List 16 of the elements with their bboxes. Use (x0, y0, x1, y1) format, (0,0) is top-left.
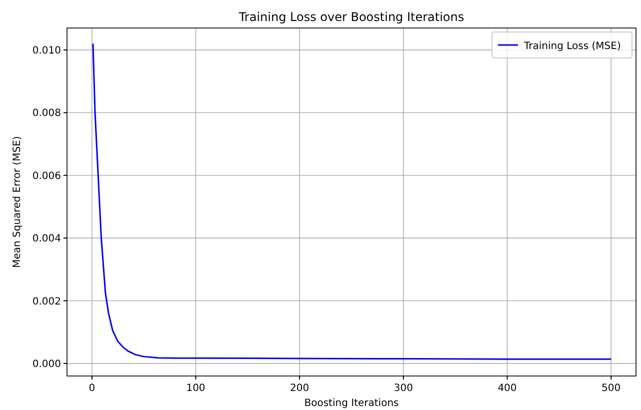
x-tick-label: 500 (602, 383, 621, 394)
y-axis-title: Mean Squared Error (MSE) (12, 136, 23, 268)
y-tick-label: 0.010 (32, 45, 61, 56)
x-tick-label: 300 (394, 383, 413, 394)
x-tick-label: 100 (186, 383, 206, 394)
y-tick-label: 0.004 (32, 234, 61, 245)
legend-label: Training Loss (MSE) (523, 41, 621, 52)
x-axis-title: Boosting Iterations (304, 398, 399, 409)
chart-title: Training Loss over Boosting Iterations (238, 10, 464, 24)
y-tick-label: 0.006 (32, 170, 61, 182)
y-tick-label: 0.000 (32, 358, 61, 370)
x-tick-label: 200 (290, 383, 310, 394)
x-tick-label: 400 (498, 383, 517, 394)
y-tick-label: 0.002 (32, 296, 61, 308)
x-tick-label: 0 (88, 383, 96, 394)
y-tick-label: 0.008 (32, 108, 61, 120)
